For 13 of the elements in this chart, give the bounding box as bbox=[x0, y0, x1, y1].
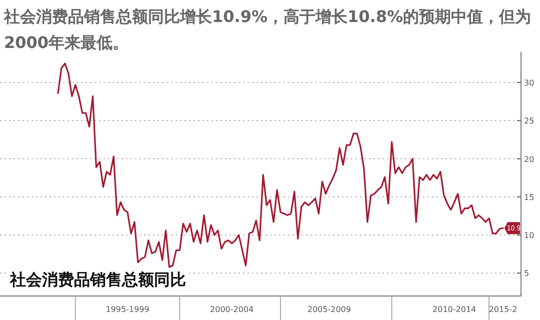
y-tick-label: 5 bbox=[524, 269, 530, 278]
x-tick-label: 2000-2004 bbox=[210, 305, 254, 314]
annotation: 社会消费品销售总额同比 bbox=[8, 270, 188, 291]
x-tick-label: 2015-2 bbox=[488, 305, 518, 314]
y-tick-label: 30 bbox=[524, 78, 534, 88]
x-tick-label: 2005-2009 bbox=[307, 305, 351, 314]
x-tick-label: 2010-2014 bbox=[432, 305, 476, 314]
y-tick-label: 25 bbox=[524, 116, 534, 126]
y-tick-label: 20 bbox=[524, 154, 534, 164]
chart-title: 社会消费品销售总额同比增长10.9%，高于增长10.8%的预期中值，但为2000年来最低。 bbox=[4, 6, 532, 54]
y-tick-label: 15 bbox=[524, 192, 534, 202]
x-tick-label: 1995-1999 bbox=[106, 305, 150, 314]
y-tick-label: 10 bbox=[524, 231, 534, 240]
